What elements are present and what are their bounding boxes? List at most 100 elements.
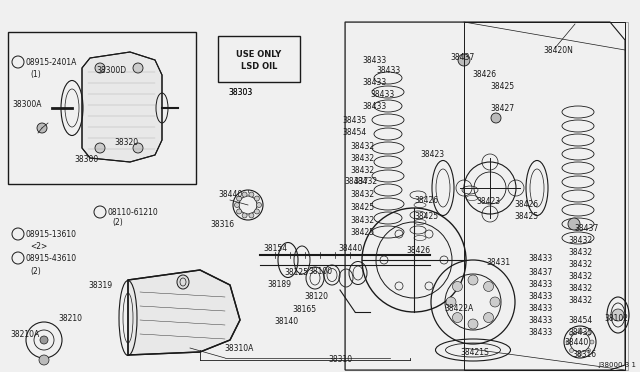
Circle shape [568, 218, 580, 230]
Text: 38300A: 38300A [12, 100, 42, 109]
Text: 38125: 38125 [284, 268, 308, 277]
Circle shape [39, 355, 49, 365]
Circle shape [234, 202, 239, 208]
Text: 38437: 38437 [344, 177, 368, 186]
Text: 38433: 38433 [370, 90, 394, 99]
Text: 38425: 38425 [414, 212, 438, 221]
Polygon shape [128, 270, 240, 355]
Circle shape [40, 336, 48, 344]
Text: 08915-2401A: 08915-2401A [26, 58, 77, 67]
Text: 38320: 38320 [114, 138, 138, 147]
Text: 38432: 38432 [568, 284, 592, 293]
Text: 38432: 38432 [350, 190, 374, 199]
Text: 08915-13610: 08915-13610 [26, 230, 77, 239]
Text: 38433: 38433 [528, 328, 552, 337]
Circle shape [257, 202, 262, 208]
Text: 38432: 38432 [568, 272, 592, 281]
Circle shape [452, 282, 463, 291]
Text: 38316: 38316 [210, 220, 234, 229]
Text: 38440: 38440 [564, 338, 588, 347]
Text: 38100: 38100 [308, 267, 332, 276]
Text: 38427: 38427 [490, 104, 514, 113]
Text: 38432: 38432 [350, 142, 374, 151]
Text: 38435: 38435 [342, 116, 366, 125]
Text: 38432: 38432 [350, 216, 374, 225]
Text: 38454: 38454 [342, 128, 366, 137]
Text: 38432: 38432 [353, 177, 377, 186]
Circle shape [490, 297, 500, 307]
Circle shape [133, 63, 143, 73]
Circle shape [484, 312, 493, 323]
Text: 38432: 38432 [350, 154, 374, 163]
Circle shape [578, 352, 582, 356]
Text: 38433: 38433 [528, 254, 552, 263]
Circle shape [586, 331, 591, 336]
Text: 38433: 38433 [376, 66, 400, 75]
Text: 38437: 38437 [574, 224, 598, 233]
Text: J38000 3 1: J38000 3 1 [598, 362, 636, 368]
Text: (2): (2) [112, 218, 123, 227]
Text: 38432: 38432 [568, 236, 592, 245]
Text: 38310A: 38310A [224, 344, 253, 353]
Text: 38432: 38432 [568, 296, 592, 305]
Text: 38422A: 38422A [444, 304, 473, 313]
Circle shape [468, 275, 478, 285]
Text: 38440: 38440 [218, 190, 243, 199]
Circle shape [249, 192, 254, 197]
Text: 38425: 38425 [490, 82, 514, 91]
Text: 38437: 38437 [450, 53, 474, 62]
Text: 38310: 38310 [328, 355, 352, 364]
Text: 38426: 38426 [514, 200, 538, 209]
Text: 38423: 38423 [476, 197, 500, 206]
Bar [218, 36, 300, 82]
Text: <2>: <2> [30, 242, 47, 251]
Circle shape [95, 63, 105, 73]
Text: 38303: 38303 [228, 88, 252, 97]
Text: 38426: 38426 [406, 246, 430, 255]
Text: 38425: 38425 [350, 228, 374, 237]
Text: 38432: 38432 [568, 248, 592, 257]
Circle shape [95, 143, 105, 153]
Circle shape [237, 196, 242, 201]
Circle shape [586, 349, 591, 353]
Text: 38300D: 38300D [96, 66, 126, 75]
Circle shape [566, 340, 570, 344]
Text: 38316: 38316 [572, 350, 596, 359]
Text: 38210: 38210 [58, 314, 82, 323]
Text: (2): (2) [30, 267, 41, 276]
Text: 38454: 38454 [568, 316, 592, 325]
Text: 38300: 38300 [74, 155, 99, 164]
Text: 38420N: 38420N [543, 46, 573, 55]
Circle shape [242, 192, 247, 197]
Text: USE ONLY: USE ONLY [236, 50, 282, 59]
Text: 38433: 38433 [362, 102, 387, 111]
Text: 38435: 38435 [568, 328, 592, 337]
Text: 38433: 38433 [528, 292, 552, 301]
Text: LSD OIL: LSD OIL [241, 62, 277, 71]
Text: 38426: 38426 [414, 196, 438, 205]
Circle shape [570, 331, 573, 336]
Circle shape [612, 309, 624, 321]
Circle shape [237, 209, 242, 214]
Bar [8, 32, 196, 184]
Circle shape [446, 297, 456, 307]
Text: 38432: 38432 [350, 166, 374, 175]
Circle shape [254, 209, 259, 214]
Circle shape [458, 54, 470, 66]
Text: 38120: 38120 [304, 292, 328, 301]
Text: 38425: 38425 [514, 212, 538, 221]
Text: 38425: 38425 [350, 203, 374, 212]
Text: 38426: 38426 [472, 70, 496, 79]
Circle shape [254, 196, 259, 201]
Text: 38440: 38440 [338, 244, 362, 253]
Text: 38432: 38432 [568, 260, 592, 269]
Text: 38433: 38433 [528, 280, 552, 289]
Text: 38210A: 38210A [10, 330, 39, 339]
Text: 38319: 38319 [88, 281, 112, 290]
Text: (1): (1) [30, 70, 41, 79]
Circle shape [570, 349, 573, 353]
Circle shape [249, 213, 254, 218]
Circle shape [468, 319, 478, 329]
Ellipse shape [177, 275, 189, 289]
Polygon shape [82, 52, 162, 162]
